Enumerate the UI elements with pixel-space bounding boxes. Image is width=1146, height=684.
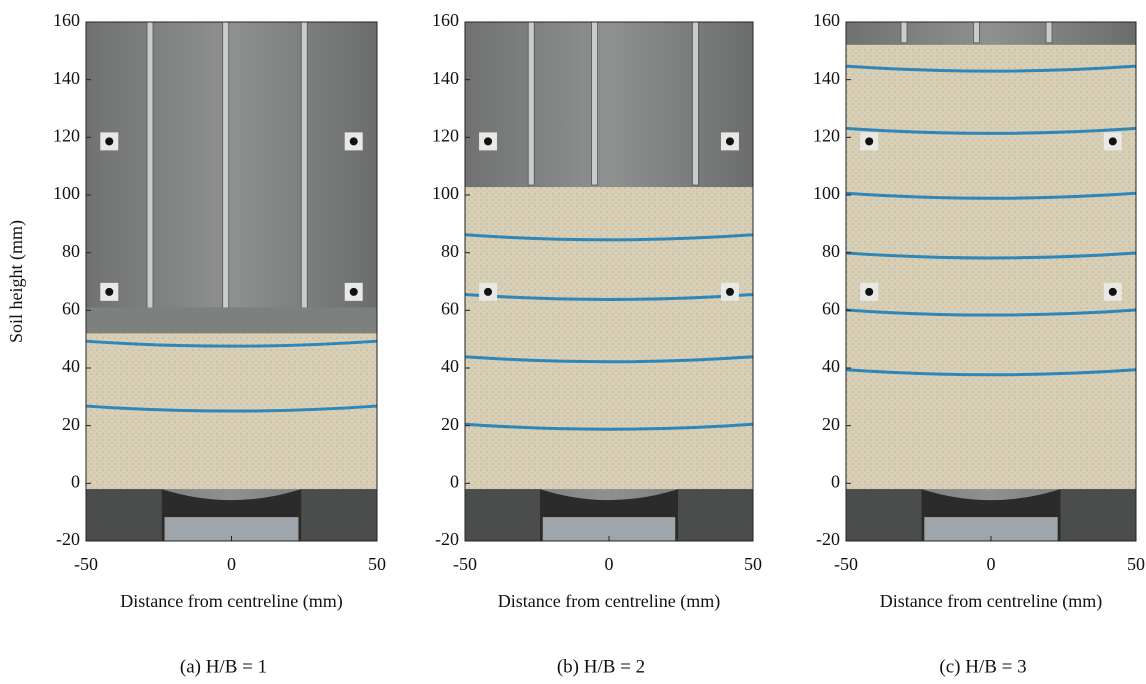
marker-dot [105,137,114,146]
dye-layer [845,64,1137,73]
base-right [1060,489,1136,541]
base-left [465,489,540,541]
y-tick-label: 40 [822,356,840,376]
y-tick-label: 160 [53,10,80,30]
y-tick-label: 140 [53,68,80,88]
trapdoor-block [924,517,1058,541]
y-tick-label: 120 [53,125,80,145]
marker-dot [1108,137,1117,146]
dye-layer [845,126,1137,135]
x-tick-label: -50 [834,554,858,574]
trapdoor-block [542,517,676,541]
rod [222,21,230,332]
y-tick-label: 60 [441,298,459,318]
soil [846,44,1136,490]
marker-dot [1108,287,1117,296]
rod [973,21,980,44]
caption: (a) H/B = 1 [180,656,267,677]
y-tick-label: 100 [53,183,80,203]
y-tick-label: 80 [822,241,840,261]
marker-dot [349,137,358,146]
y-tick-label: 100 [813,183,840,203]
dye-layer [464,355,754,364]
y-tick-label: 120 [813,125,840,145]
marker-dot [105,287,114,296]
panel: -20 0 20 40 60 80 100 120 140 160 -50 0 50 Distance f… [432,10,762,677]
x-axis-label: Distance from centreline (mm) [880,591,1102,612]
y-tick-label: -20 [56,529,80,549]
dye-layer [85,339,378,348]
rod [692,21,699,186]
trapdoor-block [164,517,299,541]
panel: -20 0 20 40 60 80 100 120 140 160 -50 0 50 Distance f… [6,10,386,677]
y-tick-label: 40 [62,356,80,376]
rod [900,21,908,44]
y-tick-label: 120 [432,125,459,145]
x-tick-label: 0 [227,554,236,574]
marker-dot [484,137,493,146]
x-tick-label: -50 [74,554,98,574]
y-tick-label: 0 [831,471,840,491]
marker-dot [484,287,493,296]
rod [300,21,308,332]
dye-layer [845,308,1137,317]
y-tick-label: 20 [441,414,459,434]
y-tick-label: -20 [816,529,840,549]
y-tick-label: 60 [822,298,840,318]
marker-dot [865,287,874,296]
dye-layer [845,191,1137,200]
base-right [678,489,753,541]
base-right [301,489,377,541]
y-tick-label: 80 [441,241,459,261]
y-axis-label: Soil height (mm) [6,220,27,343]
marker-dot [725,287,734,296]
y-tick-label: 20 [62,414,80,434]
y-tick-label: 100 [432,183,459,203]
y-tick-label: 160 [813,10,840,30]
marker-dot [349,287,358,296]
y-tick-label: 0 [71,471,80,491]
dye-layer [845,251,1137,260]
y-tick-label: 0 [450,471,459,491]
caption: (c) H/B = 3 [939,656,1026,677]
x-axis-label: Distance from centreline (mm) [120,591,342,612]
dye-layer [464,233,754,242]
rod [527,21,535,186]
y-tick-label: 40 [441,356,459,376]
y-tick-label: -20 [435,529,459,549]
panel: -20 0 20 40 60 80 100 120 140 160 -50 0 50 Distance f… [813,10,1145,677]
dye-layer [464,292,754,301]
rod [591,21,598,186]
x-tick-label: 0 [987,554,996,574]
y-tick-label: 80 [62,241,80,261]
dye-layer [85,404,378,413]
x-axis-label: Distance from centreline (mm) [498,591,720,612]
dye-layer [464,422,754,431]
marker-dot [865,137,874,146]
y-tick-label: 20 [822,414,840,434]
y-tick-label: 60 [62,298,80,318]
dye-layer [845,368,1137,377]
caption: (b) H/B = 2 [557,656,645,677]
x-tick-label: 50 [744,554,762,574]
y-tick-label: 140 [432,68,459,88]
soil [465,187,753,490]
rod [1045,21,1053,44]
marker-dot [725,137,734,146]
x-tick-label: 0 [605,554,614,574]
grey-layer [86,307,377,334]
y-tick-label: 160 [432,10,459,30]
x-tick-label: 50 [1127,554,1145,574]
x-tick-label: 50 [368,554,386,574]
rod [146,21,154,332]
base-left [846,489,922,541]
base-left [86,489,162,541]
y-tick-label: 140 [813,68,840,88]
x-tick-label: -50 [453,554,477,574]
